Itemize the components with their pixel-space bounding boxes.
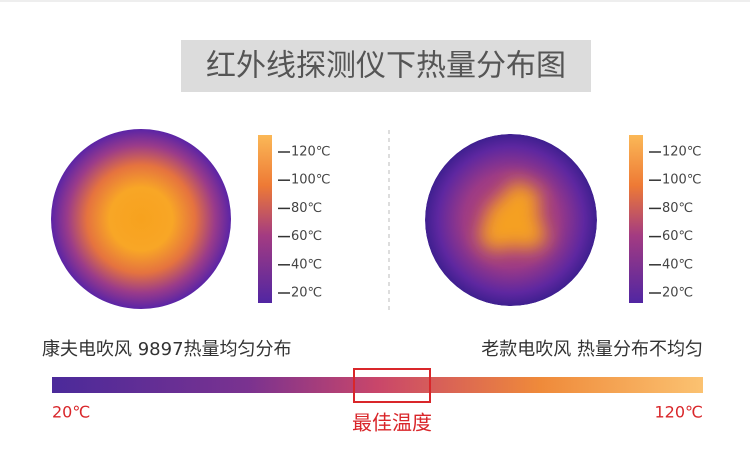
gradient-bar	[52, 377, 703, 393]
scale-label: 100℃	[662, 173, 701, 188]
heat-map-uneven	[425, 134, 597, 306]
scale-bar	[258, 135, 272, 303]
scale-label: 40℃	[662, 257, 693, 272]
scale-label: 20℃	[662, 286, 693, 301]
scale-label: 120℃	[662, 145, 701, 160]
highlight-label: 最佳温度	[352, 411, 432, 435]
heat-map-even	[51, 129, 231, 309]
caption: 康夫电吹风 9897热量均匀分布	[42, 339, 292, 360]
scale-bar	[629, 135, 643, 303]
scale-label: 100℃	[291, 173, 330, 188]
scale-label: 120℃	[291, 145, 330, 160]
hot-spot	[478, 180, 548, 252]
scale-label: 80℃	[291, 201, 322, 216]
scale-label: 60℃	[662, 229, 693, 244]
scale-label: 60℃	[291, 229, 322, 244]
max-label: 120℃	[654, 403, 703, 422]
highlight-box	[353, 368, 431, 403]
title: 红外线探测仪下热量分布图	[206, 49, 566, 84]
min-label: 20℃	[52, 403, 90, 422]
scale-label: 20℃	[291, 286, 322, 301]
caption: 老款电吹风 热量分布不均匀	[481, 339, 703, 360]
title-box	[181, 40, 591, 92]
scale-label: 40℃	[291, 257, 322, 272]
scale-label: 80℃	[662, 201, 693, 216]
